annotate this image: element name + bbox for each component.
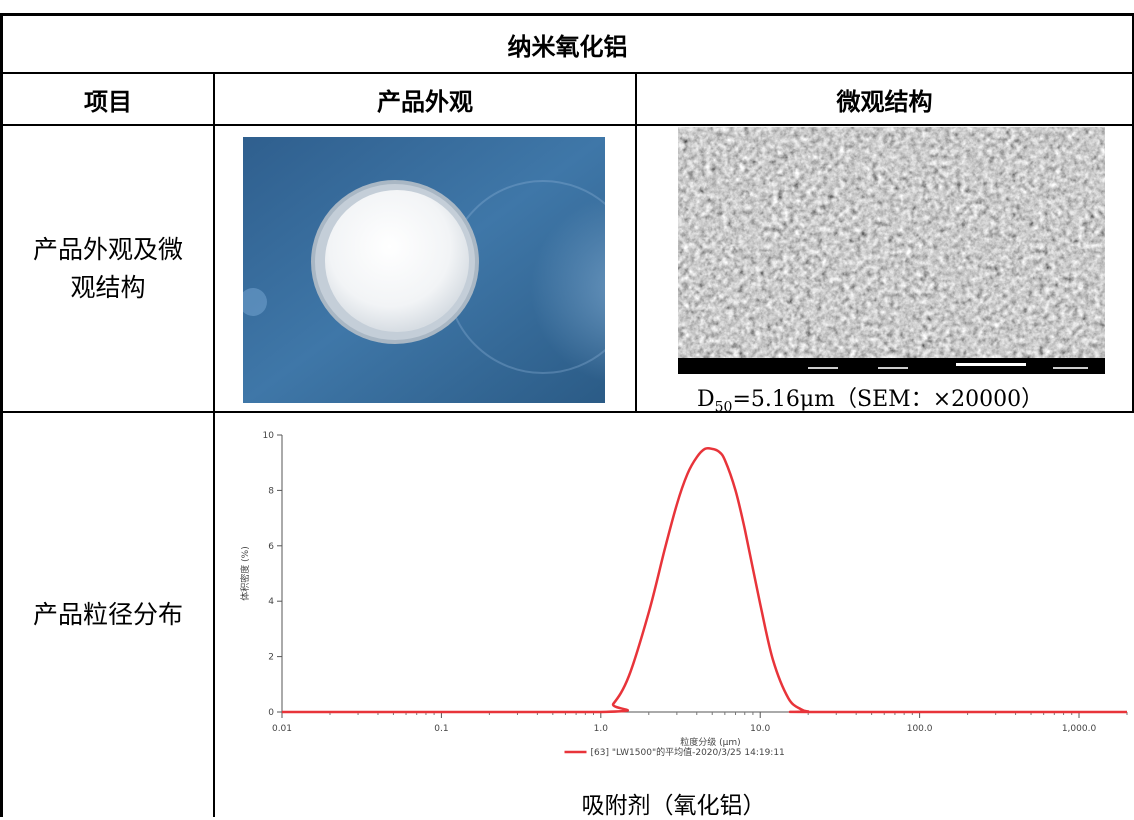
- row-label-particle-size-text: 产品粒径分布: [32, 600, 183, 629]
- row-label-particle-size: 产品粒径分布: [3, 413, 213, 817]
- table-border-right: [1132, 13, 1134, 412]
- x-tick-label: 1.0: [594, 724, 609, 734]
- header-item-text: 项目: [84, 87, 132, 116]
- table-border-top: [0, 13, 1134, 16]
- y-tick-label: 4: [268, 597, 274, 607]
- y-tick-label: 6: [268, 542, 274, 552]
- series-line: [282, 446, 1127, 714]
- sem-caption-sub: 50: [714, 399, 733, 416]
- header-appearance: 产品外观: [215, 74, 635, 124]
- header-microstructure-text: 微观结构: [836, 87, 933, 116]
- y-tick-label: 10: [263, 431, 275, 441]
- product-photo: [243, 137, 605, 403]
- x-tick-label: 0.1: [434, 724, 448, 734]
- table-title: 纳米氧化铝: [3, 16, 1132, 72]
- header-appearance-text: 产品外观: [377, 87, 473, 116]
- y-tick-label: 8: [268, 486, 274, 496]
- table-divider-row1: [0, 411, 1134, 413]
- row-label-line1: 产品外观及微: [32, 234, 183, 264]
- row-label-appearance: 产品外观及微 观结构: [3, 126, 213, 411]
- sem-caption-rest: =5.16μm（SEM：×20000）: [732, 387, 1044, 412]
- table-divider-col2: [635, 73, 637, 412]
- table-border-left: [0, 13, 3, 817]
- x-tick-label: 100.0: [907, 724, 933, 734]
- y-tick-label: 2: [268, 653, 274, 663]
- sem-image-graphic: [678, 127, 1105, 374]
- y-tick-label: 0: [268, 708, 274, 718]
- table-title-text: 纳米氧化铝: [507, 32, 628, 61]
- y-axis-label: 体积密度 (%): [239, 546, 251, 600]
- chart-caption-text: 吸附剂（氧化铝）: [581, 793, 766, 819]
- x-tick-label: 10.0: [750, 724, 770, 734]
- table-divider-title: [0, 72, 1134, 74]
- particle-size-chart: 0 2 4 6 8 10 0.01 0.1 1.0 10.0 100.0 1,000.0 体积密度 (%…: [239, 431, 1128, 758]
- header-item: 项目: [3, 74, 213, 124]
- x-tick-label: 0.01: [272, 724, 292, 734]
- product-photo-graphic: [243, 137, 605, 403]
- x-axis-label: 粒度分级 (μm): [680, 736, 740, 748]
- sem-caption-prefix: D: [697, 387, 715, 412]
- legend-label: [63] "LW1500"的平均值-2020/3/25 14:19:11: [591, 746, 785, 758]
- table-divider-col1: [213, 73, 215, 817]
- sem-image: [678, 127, 1105, 374]
- table-divider-header: [0, 124, 1134, 126]
- sem-caption: D50=5.16μm（SEM：×20000）: [697, 381, 1043, 415]
- chart-caption: 吸附剂（氧化铝）: [215, 786, 1132, 820]
- row-label-line2: 观结构: [70, 272, 146, 302]
- header-microstructure: 微观结构: [637, 74, 1132, 124]
- x-tick-label: 1,000.0: [1062, 724, 1097, 734]
